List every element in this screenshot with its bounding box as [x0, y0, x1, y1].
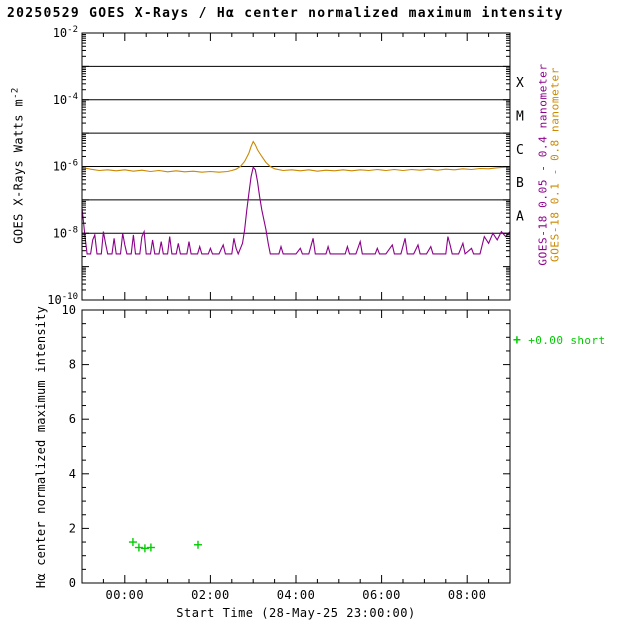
halpha-legend: + +0.00 short	[513, 333, 605, 348]
xray-y-tick-label: 10-2	[53, 25, 78, 40]
xray-y-tick-label: 10-4	[53, 92, 78, 107]
x-tick-label: 06:00	[362, 588, 401, 602]
halpha-y-tick-label: 6	[69, 412, 76, 426]
xray-series-purple	[81, 165, 511, 256]
x-tick-label: 02:00	[191, 588, 230, 602]
xray-y-axis-label: GOES X-Rays Watts m-2	[11, 26, 26, 306]
flare-class-label: M	[516, 109, 524, 124]
halpha-y-tick-label: 2	[69, 521, 76, 535]
xray-series-orange	[81, 140, 511, 173]
plot-title: 20250529 GOES X-Rays / Hα center normali…	[7, 6, 564, 21]
x-tick-label: 08:00	[448, 588, 487, 602]
halpha-legend-label: +0.00 short	[528, 334, 606, 347]
xray-y-tick-label: 10-10	[47, 292, 78, 307]
x-tick-label: 00:00	[105, 588, 144, 602]
flare-class-label: C	[516, 143, 524, 158]
flare-class-label: B	[516, 176, 524, 191]
halpha-y-tick-label: 4	[69, 467, 76, 481]
plus-marker-icon: +	[513, 333, 522, 348]
xray-y-tick-label: 10-6	[53, 159, 78, 174]
flare-class-label: A	[516, 210, 524, 225]
xray-y-axis-label-text: GOES X-Rays Watts m	[11, 98, 26, 244]
flare-class-label: X	[516, 76, 524, 91]
x-tick-label: 04:00	[277, 588, 316, 602]
xray-y-axis-label-exponent: -2	[10, 87, 21, 99]
halpha-y-axis-label: Hα center normalized maximum intensity	[34, 305, 48, 589]
halpha-panel-border	[81, 309, 511, 584]
legend-goes-long-channel: GOES-18 0.1 - 0.8 nanometer	[548, 67, 562, 263]
x-axis-label: Start Time (28-May-25 23:00:00)	[176, 606, 416, 620]
halpha-y-tick-label: 0	[69, 576, 76, 590]
halpha-y-tick-label: 10	[62, 303, 76, 317]
halpha-y-tick-label: 8	[69, 358, 76, 372]
xray-y-tick-label: 10-8	[53, 225, 78, 240]
